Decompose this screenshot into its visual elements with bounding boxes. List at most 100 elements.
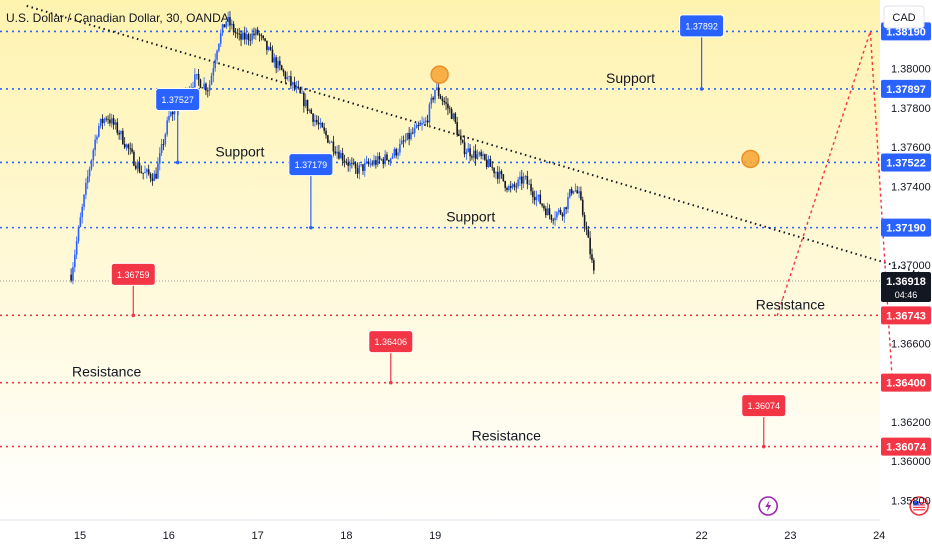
candle-body xyxy=(166,120,168,135)
support-annotation: Support xyxy=(215,143,264,159)
candle-body xyxy=(203,83,205,89)
currency-button[interactable] xyxy=(883,5,925,29)
candle-body xyxy=(557,209,560,213)
candle-body xyxy=(426,120,429,123)
time-axis[interactable] xyxy=(0,520,880,550)
candle-body xyxy=(363,162,366,171)
price-axis-tag[interactable] xyxy=(881,437,931,456)
lightning-icon[interactable] xyxy=(758,496,779,516)
candle-body xyxy=(236,32,239,34)
candle-body xyxy=(339,153,342,159)
candle-body xyxy=(243,32,246,40)
candle-body xyxy=(397,152,399,156)
candle-body xyxy=(131,148,133,152)
candle-body xyxy=(264,38,266,41)
candle-body xyxy=(197,74,200,80)
price-callout-box[interactable] xyxy=(155,87,201,111)
candle-body xyxy=(578,191,580,194)
resistance-annotation: Resistance xyxy=(756,296,825,312)
candle-body xyxy=(554,217,556,221)
pivot-highlight[interactable] xyxy=(430,65,449,84)
callout-anchor xyxy=(699,87,704,91)
candle-body xyxy=(227,16,229,22)
candle-body xyxy=(580,191,582,200)
last-price-tag[interactable] xyxy=(881,271,931,302)
candle-body xyxy=(402,140,405,142)
price-axis-tag[interactable] xyxy=(881,306,931,325)
y-tick-label: 1.37400 xyxy=(891,181,931,193)
price-axis-tag[interactable] xyxy=(881,79,931,98)
candle-body xyxy=(563,207,566,217)
price-callout-label: 1.37527 xyxy=(161,95,194,105)
candle-body xyxy=(85,182,87,195)
candle-body xyxy=(107,118,109,120)
candle-body xyxy=(293,82,296,89)
candle-body xyxy=(526,176,529,185)
candle-body xyxy=(306,99,309,111)
candle-body xyxy=(110,118,113,124)
candle-body xyxy=(288,76,290,77)
price-callout-box[interactable] xyxy=(110,262,156,286)
candle-body xyxy=(345,161,348,163)
candle-body xyxy=(134,165,137,169)
y-tick-label: 1.36600 xyxy=(891,338,931,350)
candle-body xyxy=(314,119,316,122)
pivot-highlight[interactable] xyxy=(741,149,760,169)
candle-body xyxy=(280,65,283,71)
candle-body xyxy=(284,72,287,80)
candle-body xyxy=(447,103,449,109)
callout-anchor xyxy=(175,160,180,165)
price-axis-tag[interactable] xyxy=(881,153,931,172)
price-callout-box[interactable] xyxy=(679,14,725,38)
price-axis-tag[interactable] xyxy=(881,373,931,392)
x-tick-label: 16 xyxy=(163,530,175,542)
candle-body xyxy=(498,171,501,179)
candle-body xyxy=(168,115,170,121)
candle-body xyxy=(127,144,130,149)
projection-path[interactable] xyxy=(776,31,894,385)
candle-body xyxy=(423,121,425,123)
candle-body xyxy=(550,215,553,220)
us-flag-icon[interactable] xyxy=(909,496,929,516)
candle-body xyxy=(362,164,364,171)
candle-body xyxy=(92,150,95,161)
price-axis-tag[interactable] xyxy=(881,218,931,237)
support-annotation: Support xyxy=(606,70,655,86)
candle-body xyxy=(467,148,470,153)
candle-body xyxy=(491,166,494,168)
price-axis-tag-label: 1.36743 xyxy=(886,310,926,322)
candle-body xyxy=(221,24,224,34)
candle-body xyxy=(112,118,115,125)
candle-body xyxy=(162,144,165,145)
price-callout-box[interactable] xyxy=(368,330,414,354)
candle-body xyxy=(216,50,218,60)
candle-body xyxy=(454,113,457,123)
candle-body xyxy=(199,79,202,88)
candle-body xyxy=(487,159,490,167)
candle-body xyxy=(336,151,338,154)
candle-body xyxy=(207,90,209,92)
x-tick-label: 22 xyxy=(695,530,707,542)
candle-body xyxy=(504,180,506,188)
candle-body xyxy=(251,33,253,41)
price-callout-box[interactable] xyxy=(741,394,787,418)
x-tick-label: 23 xyxy=(784,530,796,542)
y-tick-label: 1.35800 xyxy=(891,495,931,507)
candle-body xyxy=(74,254,76,268)
candle-body xyxy=(419,124,422,126)
trendline[interactable] xyxy=(26,4,932,314)
candle-body xyxy=(308,109,311,111)
candle-body xyxy=(72,267,74,281)
candle-body xyxy=(247,34,250,40)
candle-body xyxy=(301,92,303,94)
candle-body xyxy=(389,158,392,162)
candle-body xyxy=(194,74,196,88)
candle-body xyxy=(424,120,427,122)
candle-body xyxy=(452,113,455,119)
candle-body xyxy=(376,156,379,165)
candle-body xyxy=(472,150,475,158)
y-tick-label: 1.36000 xyxy=(891,456,931,468)
price-callout-box[interactable] xyxy=(288,153,334,177)
candle-body xyxy=(158,153,161,164)
